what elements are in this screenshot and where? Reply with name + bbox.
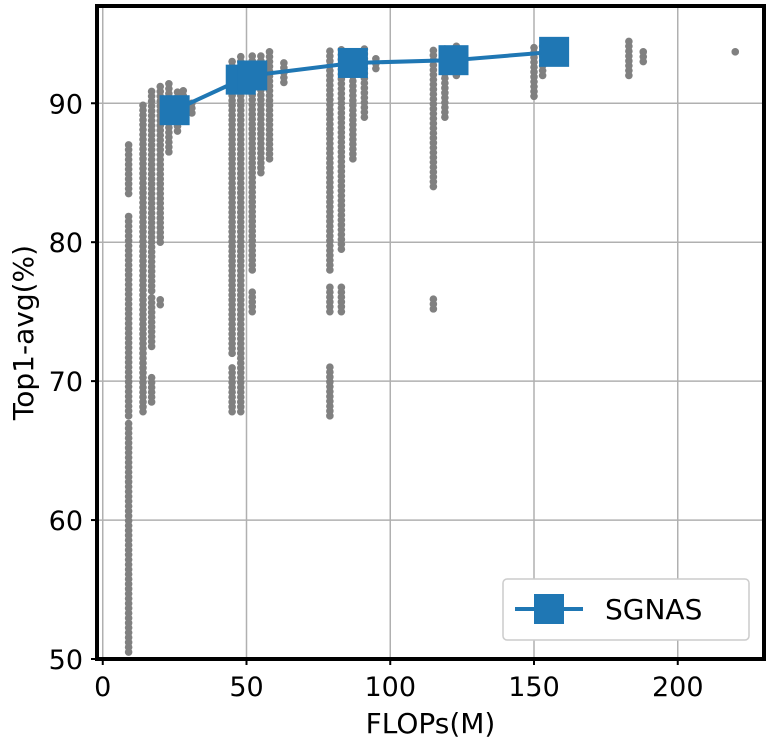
legend-label-sgnas: SGNAS bbox=[605, 593, 702, 626]
scatter-point bbox=[257, 52, 265, 60]
scatter-point bbox=[147, 293, 156, 302]
scatter-point bbox=[124, 212, 133, 221]
y-axis-label: Top1-avg(%) bbox=[7, 245, 40, 421]
scatter-point bbox=[248, 288, 257, 297]
x-axis-label: FLOPs(M) bbox=[366, 707, 496, 740]
scatter-point bbox=[337, 283, 346, 292]
scatter-point bbox=[280, 59, 288, 67]
scatter-point bbox=[124, 141, 133, 149]
scatter-point bbox=[639, 48, 648, 56]
scatter-point bbox=[179, 86, 188, 95]
legend: SGNAS bbox=[502, 578, 750, 641]
scatter-point bbox=[429, 295, 438, 303]
scatter-point bbox=[156, 82, 165, 91]
axis-ticks: 0 50 100 150 200 50 60 70 80 90 bbox=[49, 89, 704, 703]
sgnas-marker bbox=[159, 95, 190, 126]
scatter-point bbox=[326, 283, 334, 292]
y-tick-label: 60 bbox=[49, 506, 83, 537]
scatter-points bbox=[124, 37, 740, 656]
sgnas-series bbox=[159, 36, 570, 126]
scatter-point bbox=[326, 47, 334, 55]
scatter-point bbox=[173, 88, 182, 96]
scatter-point bbox=[147, 87, 156, 96]
x-tick-label: 200 bbox=[652, 672, 704, 703]
scatter-point bbox=[147, 373, 156, 382]
scatter-point bbox=[326, 363, 334, 372]
scatter-point bbox=[530, 43, 538, 52]
scatter-point bbox=[265, 48, 274, 56]
y-tick-label: 50 bbox=[49, 645, 83, 676]
x-tick-label: 150 bbox=[508, 672, 560, 703]
scatter-point bbox=[228, 57, 236, 66]
scatter-point bbox=[139, 101, 147, 110]
sgnas-marker bbox=[539, 36, 570, 67]
scatter-point bbox=[429, 46, 438, 55]
y-tick-label: 70 bbox=[49, 367, 83, 398]
sgnas-marker bbox=[237, 60, 268, 91]
sgnas-marker bbox=[337, 47, 368, 78]
x-tick-label: 0 bbox=[94, 672, 111, 703]
scatter-point bbox=[124, 419, 133, 428]
sgnas-marker bbox=[438, 45, 469, 76]
scatter-point bbox=[156, 296, 165, 304]
plot-frame bbox=[95, 4, 766, 661]
y-tick-label: 80 bbox=[49, 228, 83, 259]
x-tick-label: 50 bbox=[229, 672, 263, 703]
scatter-point bbox=[625, 37, 633, 46]
legend-marker-square bbox=[534, 594, 564, 624]
scatter-point bbox=[731, 48, 740, 56]
scatter-point bbox=[228, 364, 236, 372]
legend-box bbox=[502, 578, 750, 641]
scatter-point bbox=[248, 52, 257, 60]
scatter-point bbox=[165, 80, 173, 88]
y-tick-label: 90 bbox=[49, 89, 83, 120]
scatter-point bbox=[236, 52, 245, 61]
x-tick-label: 100 bbox=[364, 672, 416, 703]
